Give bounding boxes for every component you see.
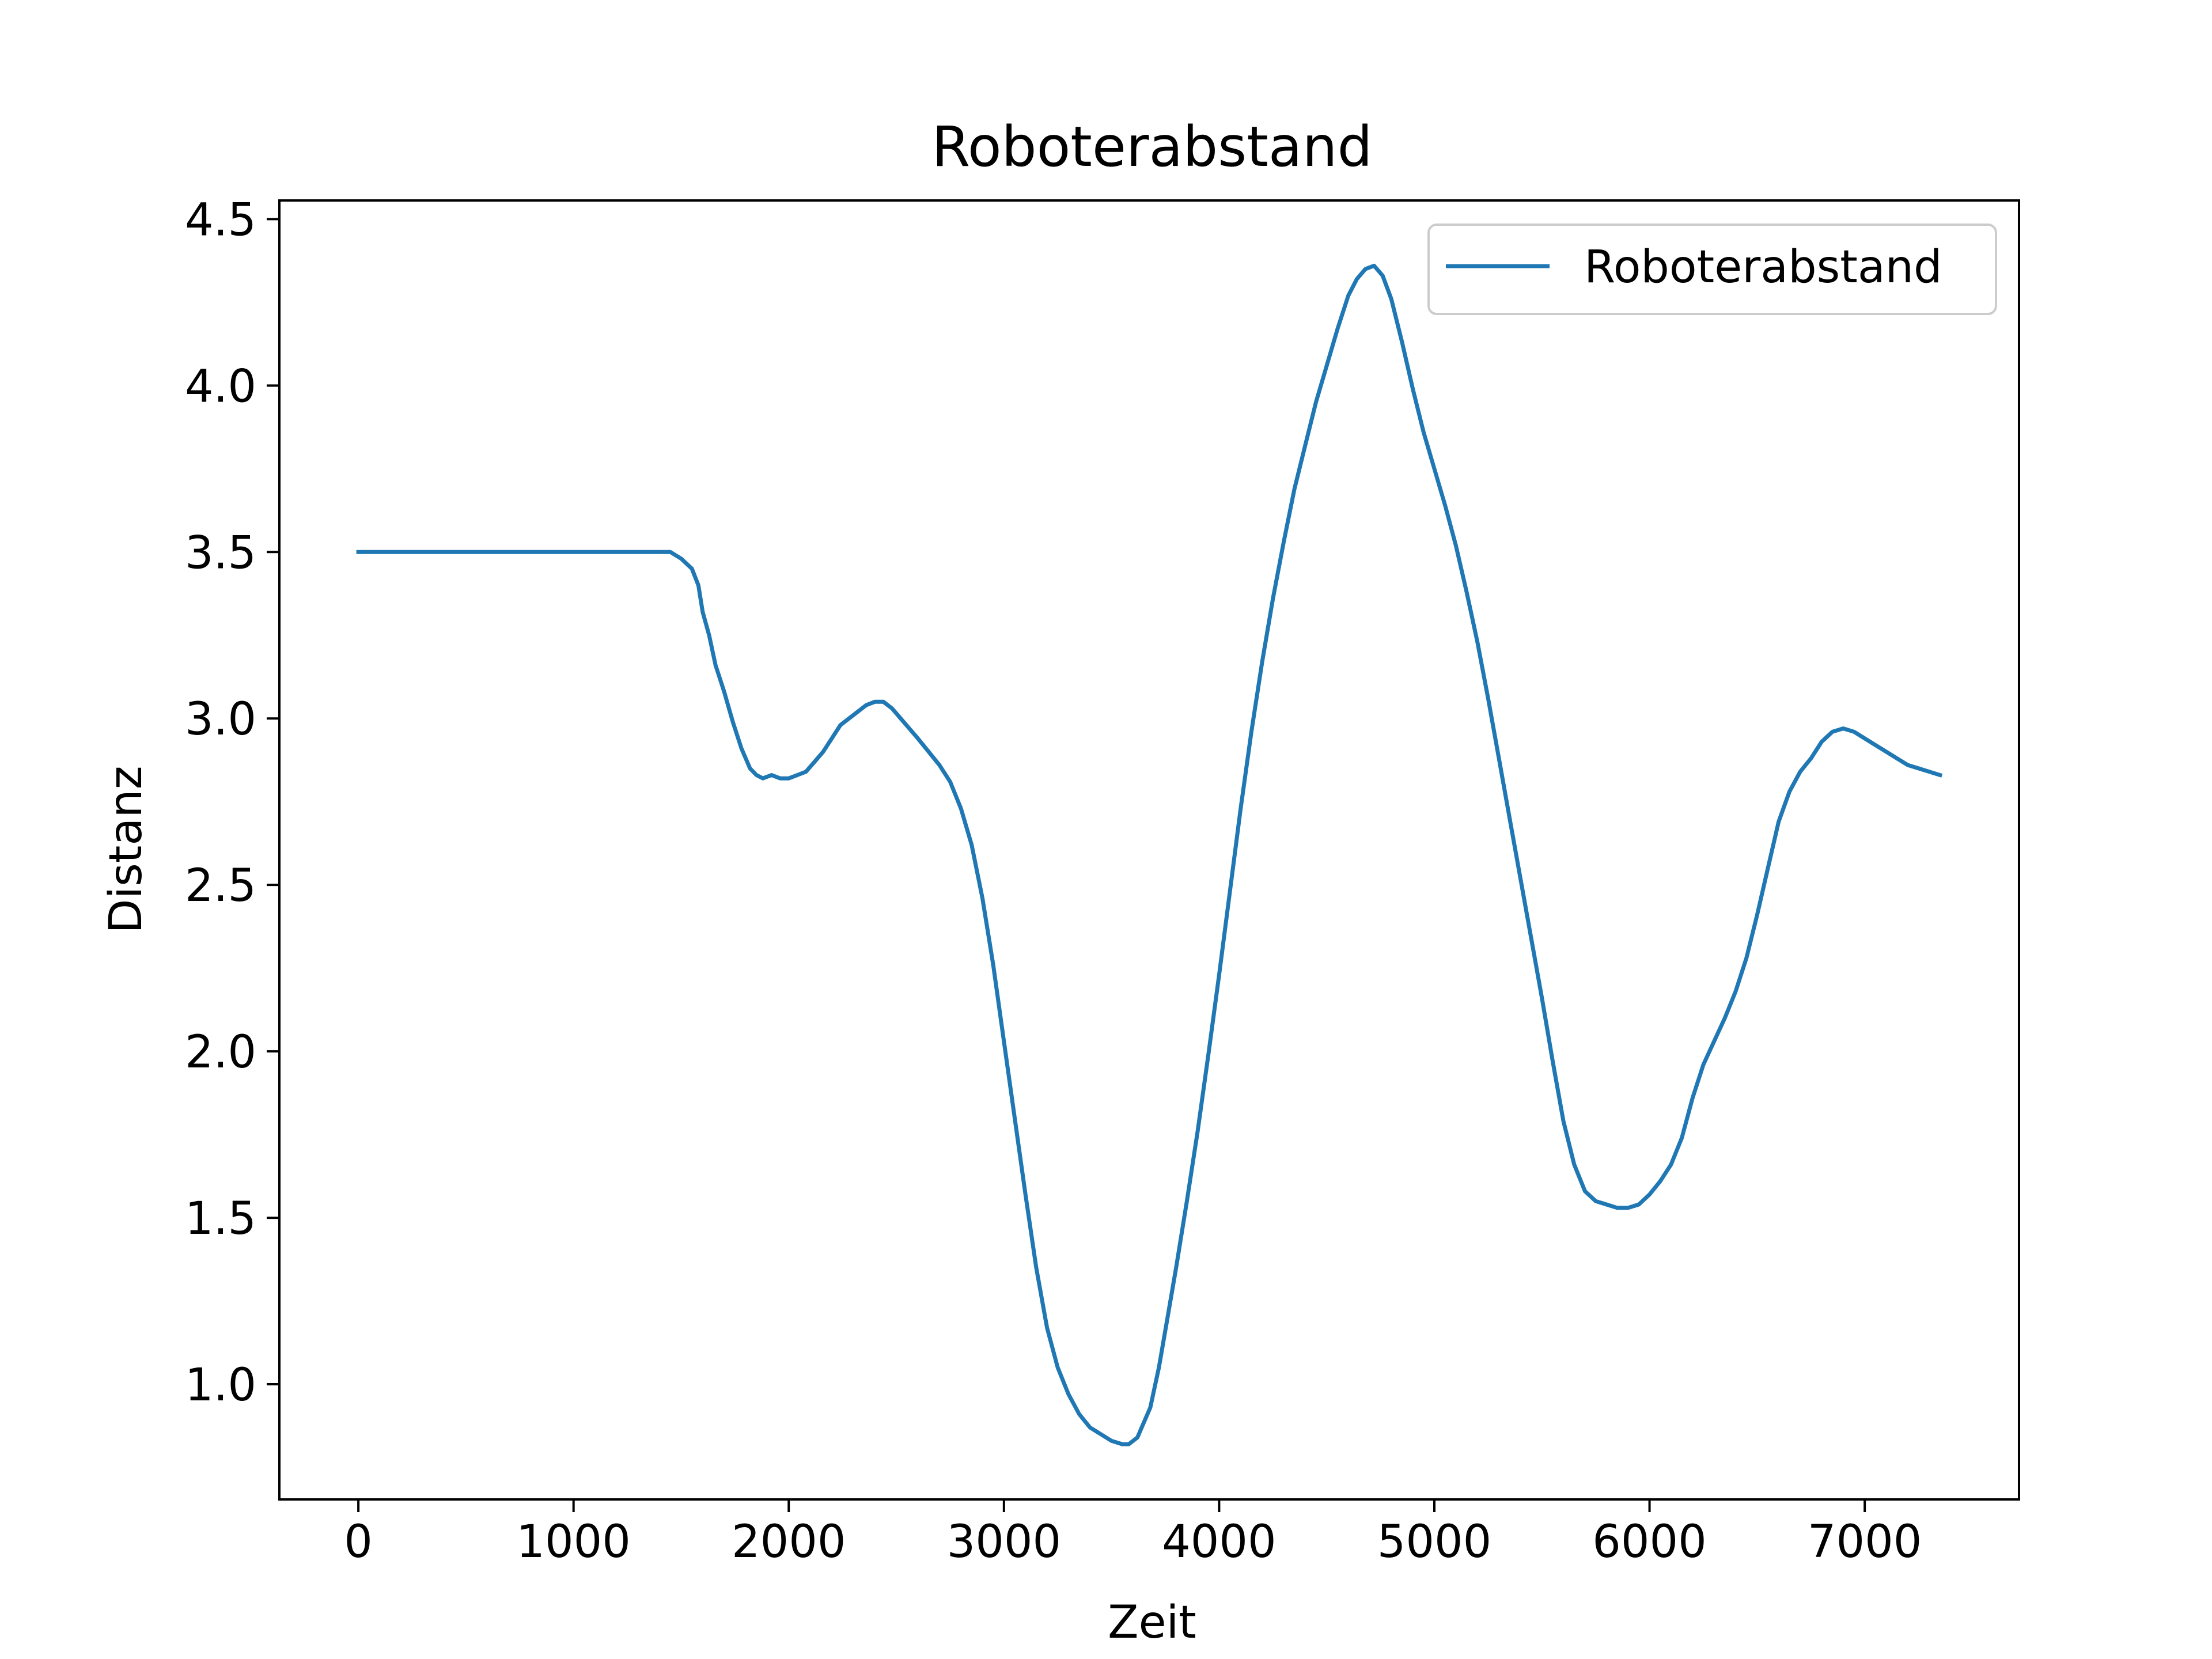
x-axis: 0 1000 2000 3000 4000 5000 6000 7000 [344,1499,1922,1568]
y-axis-label: Distanz [100,766,152,933]
legend-box [1427,224,1997,315]
y-tick-label: 2.5 [185,860,256,912]
x-tick-label: 5000 [1377,1516,1492,1568]
series-line-roboterabstand [356,263,1943,1446]
y-tick-label: 1.0 [185,1359,256,1411]
x-tick-label: 7000 [1808,1516,1922,1568]
legend: Roboterabstand [1427,224,1997,315]
x-axis-label: Zeit [1108,1597,1196,1649]
y-axis: 1.0 1.5 2.0 2.5 3.0 3.5 4.0 4.5 [185,194,279,1411]
y-tick-label: 3.5 [185,527,256,579]
chart-title: Roboterabstand [932,115,1373,179]
x-tick-label: 6000 [1592,1516,1707,1568]
y-tick-label: 4.5 [185,194,256,246]
plot-frame [278,199,2020,1501]
x-tick-label: 0 [344,1516,373,1568]
y-tick-label: 4.0 [185,361,256,412]
y-tick-label: 3.0 [185,694,256,745]
x-tick-label: 4000 [1162,1516,1277,1568]
x-tick-label: 1000 [516,1516,631,1568]
plot-area [356,263,1943,1446]
legend-label: Roboterabstand [1584,241,1942,293]
y-tick-label: 1.5 [185,1193,256,1245]
y-tick-label: 2.0 [185,1027,256,1078]
x-tick-label: 2000 [732,1516,846,1568]
x-tick-label: 3000 [947,1516,1062,1568]
